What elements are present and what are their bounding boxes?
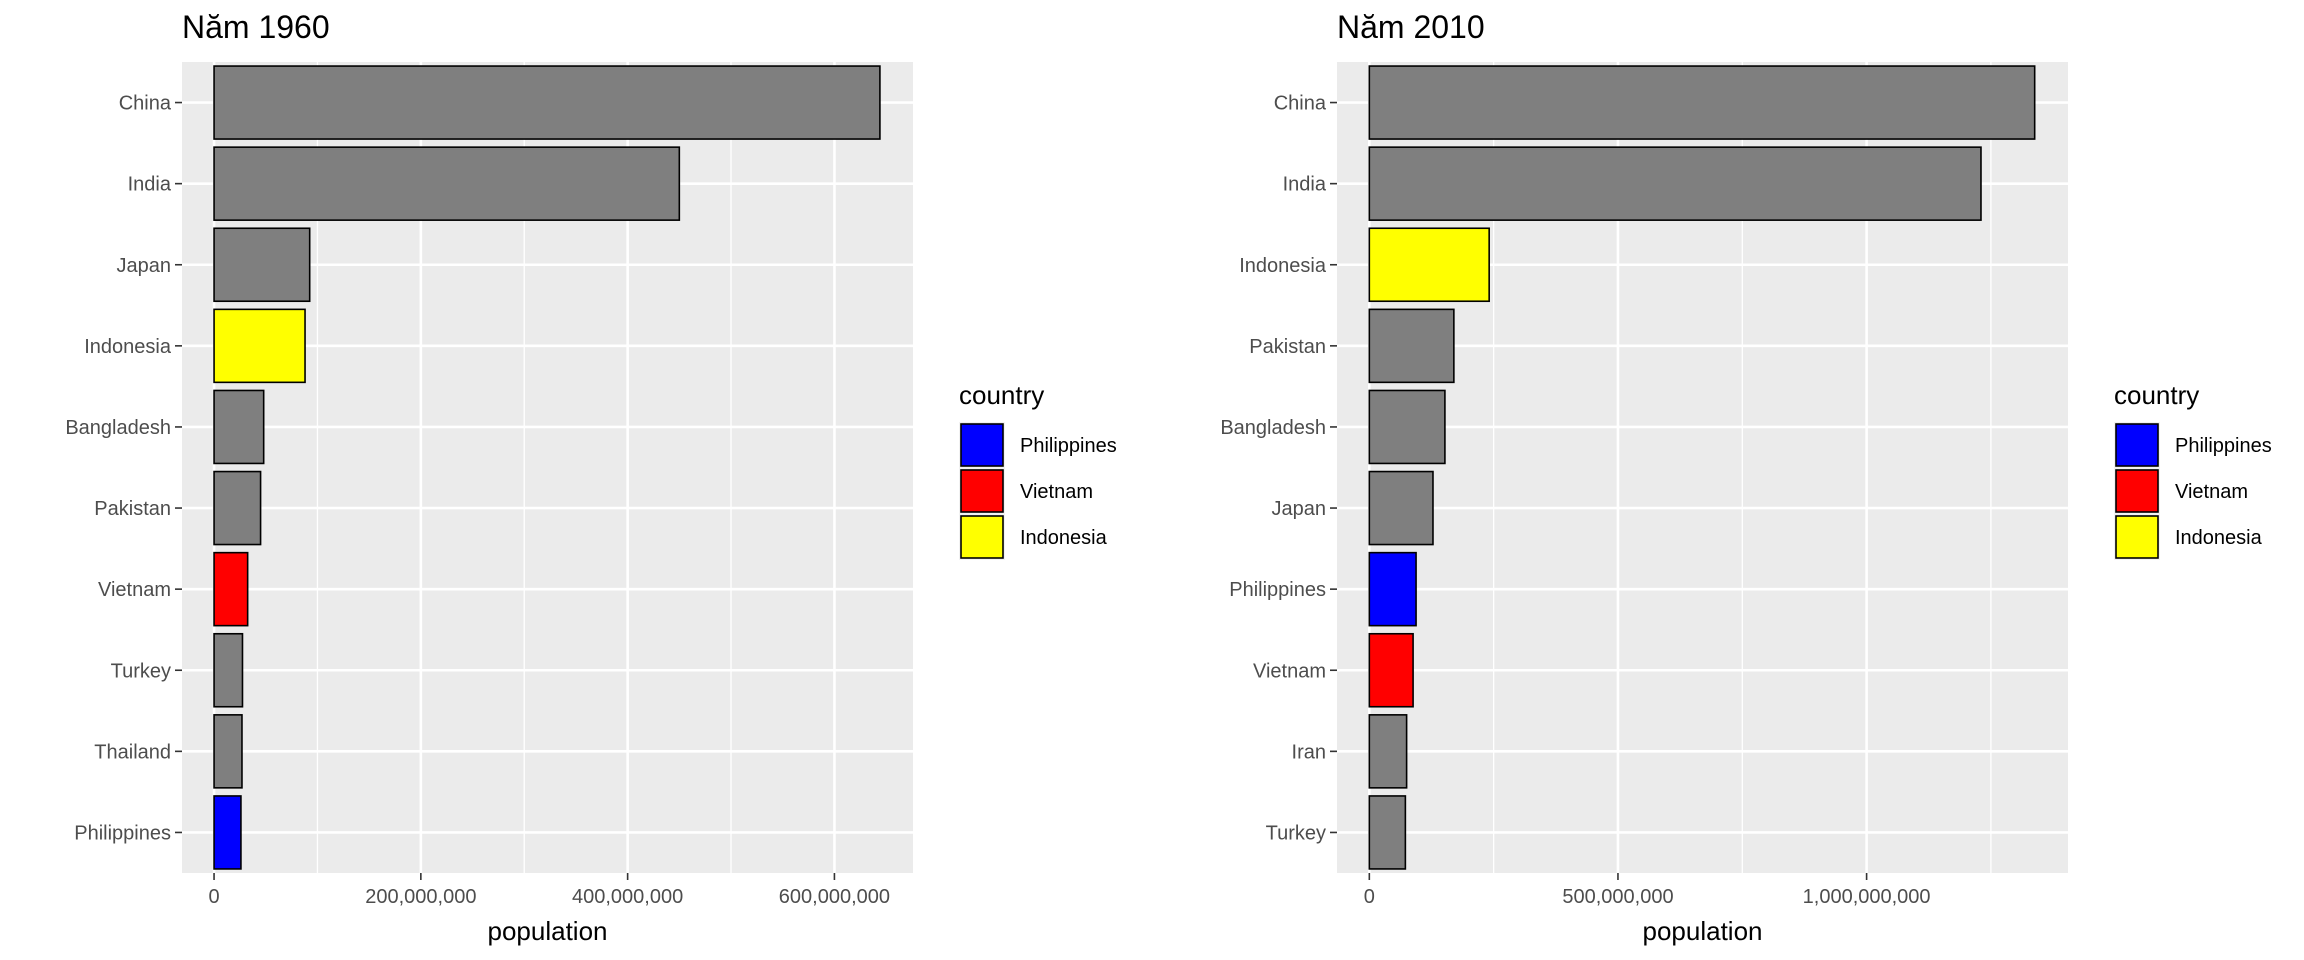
y-tick-label: Vietnam: [1253, 660, 1326, 682]
bar-bangladesh: [213, 389, 265, 465]
y-tick-label: Indonesia: [1239, 255, 1327, 277]
legend-title: country: [2114, 380, 2199, 410]
y-tick-label: Bangladesh: [65, 417, 171, 439]
y-tick-label: Japan: [1272, 498, 1327, 520]
y-tick-label: Pakistan: [1249, 336, 1326, 358]
legend-title: country: [959, 380, 1044, 410]
x-tick-label: 400,000,000: [572, 886, 683, 908]
bar-vietnam: [1368, 632, 1414, 708]
legend-key-philippines: [2115, 423, 2159, 467]
x-tick-label: 200,000,000: [365, 886, 476, 908]
bar-turkey: [1368, 795, 1407, 870]
chart-panel-1960: China India Japan Indonesia Bangladesh Pakist…: [65, 9, 1116, 946]
bar-pakistan: [1368, 308, 1455, 384]
bar-china: [213, 65, 881, 140]
x-tick-label: 500,000,000: [1562, 886, 1673, 908]
bar-china: [1368, 65, 2036, 140]
bar-iran: [1368, 714, 1408, 789]
legend-label: Philippines: [2175, 435, 2272, 457]
y-tick-label: Pakistan: [94, 498, 171, 520]
legend-key-indonesia: [2115, 515, 2159, 559]
chart-title: Năm 1960: [182, 9, 330, 45]
bar-japan: [1368, 470, 1434, 546]
y-tick-label: Vietnam: [98, 579, 171, 601]
legend-key-vietnam: [2115, 469, 2159, 513]
bar-turkey: [213, 632, 244, 708]
legend: country Philippines Vietnam Indonesia: [959, 380, 1117, 560]
y-tick-label: Indonesia: [84, 336, 172, 358]
legend-key-philippines: [960, 423, 1004, 467]
legend: country Philippines Vietnam Indonesia: [2114, 380, 2272, 560]
legend-label: Indonesia: [2175, 527, 2263, 549]
y-tick-label: Bangladesh: [1220, 417, 1326, 439]
x-axis-title: population: [1643, 916, 1763, 946]
y-tick-label: India: [1283, 174, 1327, 196]
legend-key-indonesia: [960, 515, 1004, 559]
legend-label: Vietnam: [2175, 481, 2248, 503]
y-tick-label: China: [1274, 93, 1327, 115]
y-tick-label: China: [119, 93, 172, 115]
y-tick-label: India: [128, 174, 172, 196]
x-tick-label: 0: [208, 886, 219, 908]
bar-indonesia: [213, 308, 306, 384]
y-tick-label: Philippines: [74, 822, 171, 844]
x-tick-label: 600,000,000: [779, 886, 890, 908]
y-tick-label: Turkey: [1266, 822, 1326, 844]
bar-india: [1368, 146, 1982, 221]
bar-philippines: [1368, 551, 1417, 627]
x-tick-label: 1,000,000,000: [1803, 886, 1931, 908]
chart-title: Năm 2010: [1337, 9, 1485, 45]
y-tick-label: Thailand: [94, 741, 171, 763]
x-axis-title: population: [488, 916, 608, 946]
bar-japan: [213, 227, 311, 303]
legend-label: Indonesia: [1020, 527, 1108, 549]
legend-key-vietnam: [960, 469, 1004, 513]
y-tick-label: Japan: [117, 255, 172, 277]
bar-vietnam: [213, 551, 249, 627]
y-tick-label: Turkey: [111, 660, 171, 682]
y-tick-label: Iran: [1292, 741, 1326, 763]
chart-panel-2010: China India Indonesia Pakistan Bangladesh Jap…: [1220, 9, 2271, 946]
bar-thailand: [213, 714, 243, 789]
y-tick-label: Philippines: [1229, 579, 1326, 601]
bar-philippines: [213, 795, 242, 870]
bar-india: [213, 146, 681, 221]
legend-label: Vietnam: [1020, 481, 1093, 503]
bar-bangladesh: [1368, 389, 1446, 465]
legend-label: Philippines: [1020, 435, 1117, 457]
x-tick-label: 0: [1364, 886, 1375, 908]
bar-pakistan: [213, 470, 262, 546]
bar-indonesia: [1368, 227, 1490, 303]
